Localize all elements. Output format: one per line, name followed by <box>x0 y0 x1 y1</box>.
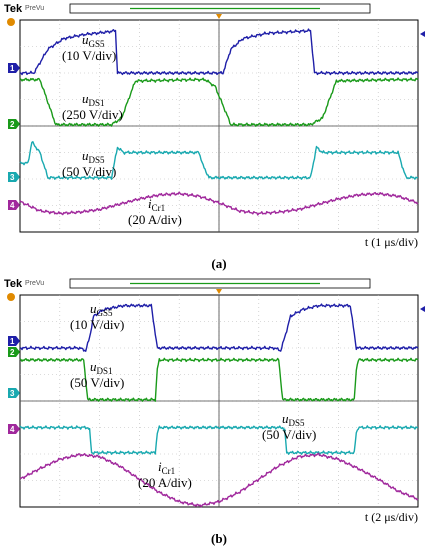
channel-4-marker-b: 4 <box>8 424 20 434</box>
channel-scale-uds5-b: (50 V/div) <box>262 427 316 442</box>
channel-marker-number: 4 <box>10 201 15 210</box>
channel-marker-number: 2 <box>10 120 15 129</box>
trigger-marker-icon-b <box>7 293 15 301</box>
channel-marker-number: 3 <box>10 173 15 182</box>
record-bar-a <box>69 3 371 14</box>
channel-label-icr1-b: iCr1 <box>158 459 175 476</box>
channel-label-icr1-a: iCr1 <box>148 196 165 213</box>
channel-marker-shape <box>8 172 20 182</box>
channel-scale-uds1-b: (50 V/div) <box>70 375 124 390</box>
scope-panel-a: Tek PreVu 1 uGS5 (10 V/div) 2 uDS1 (250 V/div) 3… <box>4 3 425 271</box>
channel-3-marker-b: 3 <box>8 388 20 398</box>
trigger-position-icon-b <box>216 289 222 294</box>
trigger-level-icon-a <box>420 31 425 37</box>
channel-4-marker-a: 4 <box>8 200 20 210</box>
trace-icr1-a <box>19 191 419 216</box>
channel-marker-shape <box>8 200 20 210</box>
channel-marker-shape <box>8 119 20 129</box>
channel-1-marker-a: 1 <box>8 63 20 73</box>
channel-marker-number: 1 <box>10 64 15 73</box>
mode-label-a: PreVu <box>25 5 44 12</box>
figure-caption-b: (b) <box>211 531 227 546</box>
channel-scale-uds1-a: (250 V/div) <box>62 107 123 122</box>
channel-marker-number: 4 <box>10 425 15 434</box>
trace-uds5-a <box>19 140 418 181</box>
time-scale-label-b: t (2 μs/div) <box>365 510 418 524</box>
figure-caption-a: (a) <box>211 256 226 271</box>
trigger-level-icon-b <box>420 306 425 312</box>
trace-ugs5-b <box>19 303 419 353</box>
channel-1-marker-b: 1 <box>8 336 20 346</box>
channel-marker-shape <box>8 424 20 434</box>
channel-label-uds1-a: uDS1 <box>82 91 105 108</box>
brand-label-a: Tek <box>4 3 23 15</box>
trace-ugs5-a <box>19 28 419 76</box>
trigger-marker-icon-a <box>7 18 15 26</box>
channel-label-uds5-b: uDS5 <box>282 411 305 428</box>
trace-icr1-b <box>19 452 419 508</box>
channel-scale-ugs5-a: (10 V/div) <box>62 48 116 63</box>
channel-3-marker-a: 3 <box>8 172 20 182</box>
trace-uds1-b <box>19 357 419 402</box>
trigger-position-icon-a <box>216 14 222 19</box>
channel-marker-shape <box>8 63 20 73</box>
trace-uds1-a <box>19 77 419 127</box>
scope-panel-b: Tek PreVu 1 uGS5 (10 V/div) 2 uDS1 (50 V/div) 3 u… <box>0 275 439 550</box>
channel-marker-number: 2 <box>10 348 15 357</box>
channel-marker-number: 1 <box>10 337 15 346</box>
channel-2-marker-b: 2 <box>8 347 20 357</box>
channel-label-uds5-a: uDS5 <box>82 148 105 165</box>
brand-label-b: Tek <box>4 278 23 290</box>
record-bar-b <box>69 278 371 289</box>
channel-marker-number: 3 <box>10 389 15 398</box>
channel-2-marker-a: 2 <box>8 119 20 129</box>
oscilloscope-chart-a: Tek PreVu 1 uGS5(10 V/div) 2 uDS1(250 V/div) 3… <box>4 3 425 271</box>
channel-marker-shape <box>8 347 20 357</box>
channel-scale-icr1-b: (20 A/div) <box>138 475 192 490</box>
channel-scale-icr1-a: (20 A/div) <box>128 212 182 227</box>
channel-marker-shape <box>8 388 20 398</box>
channel-scale-uds5-a: (50 V/div) <box>62 164 116 179</box>
time-scale-label-a: t (1 μs/div) <box>365 235 418 249</box>
channel-label-ugs5-a: uGS5 <box>82 32 105 49</box>
channel-marker-shape <box>8 336 20 346</box>
trace-uds5-b <box>19 425 419 456</box>
channel-label-ugs5-b: uGS5 <box>90 301 113 318</box>
channel-label-uds1-b: uDS1 <box>90 359 113 376</box>
channel-scale-ugs5-b: (10 V/div) <box>70 317 124 332</box>
mode-label-b: PreVu <box>25 280 44 287</box>
